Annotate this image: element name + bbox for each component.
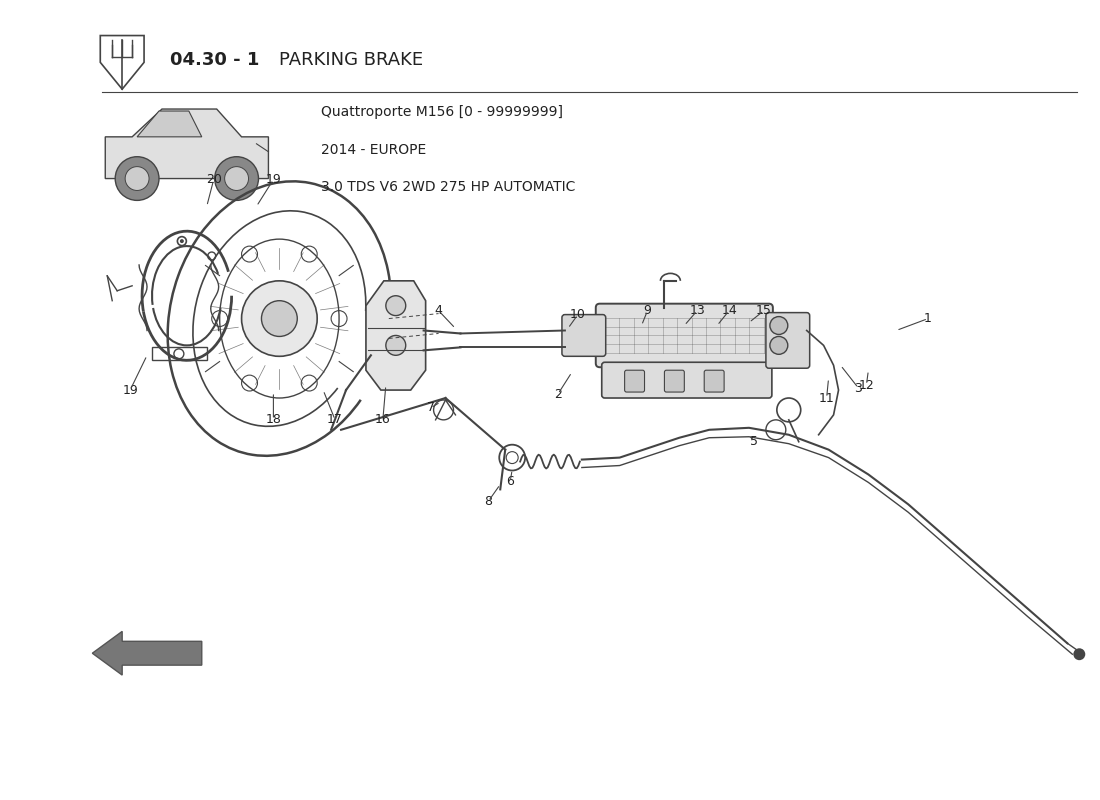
FancyBboxPatch shape [766, 313, 810, 368]
Text: 12: 12 [858, 378, 874, 392]
Text: 14: 14 [722, 304, 737, 317]
Polygon shape [366, 281, 426, 390]
Circle shape [770, 337, 788, 354]
FancyBboxPatch shape [664, 370, 684, 392]
Text: 1: 1 [924, 312, 932, 325]
Circle shape [386, 296, 406, 315]
Text: 6: 6 [506, 475, 514, 488]
Text: 2: 2 [554, 387, 562, 401]
Circle shape [1074, 648, 1086, 660]
Text: 10: 10 [570, 308, 586, 321]
Polygon shape [138, 111, 201, 137]
Text: 4: 4 [434, 304, 442, 317]
Text: 11: 11 [818, 391, 835, 405]
Circle shape [214, 157, 258, 200]
Circle shape [242, 281, 317, 356]
Text: 15: 15 [756, 304, 772, 317]
FancyBboxPatch shape [625, 370, 645, 392]
Text: 19: 19 [265, 173, 282, 186]
Text: 18: 18 [265, 414, 282, 426]
Circle shape [125, 166, 148, 190]
Text: 20: 20 [206, 173, 221, 186]
Text: 7: 7 [427, 402, 434, 414]
Text: 13: 13 [690, 304, 705, 317]
Text: 8: 8 [484, 494, 493, 508]
FancyBboxPatch shape [704, 370, 724, 392]
Text: 3.0 TDS V6 2WD 275 HP AUTOMATIC: 3.0 TDS V6 2WD 275 HP AUTOMATIC [321, 181, 575, 194]
Polygon shape [106, 109, 268, 178]
Text: 2014 - EUROPE: 2014 - EUROPE [321, 142, 427, 157]
Text: 3: 3 [855, 382, 862, 394]
FancyBboxPatch shape [562, 314, 606, 356]
Circle shape [386, 335, 406, 355]
Circle shape [224, 166, 249, 190]
Polygon shape [92, 631, 201, 675]
Text: 16: 16 [375, 414, 390, 426]
FancyBboxPatch shape [602, 362, 772, 398]
Text: 04.30 - 1: 04.30 - 1 [169, 51, 260, 70]
Circle shape [770, 317, 788, 334]
Text: PARKING BRAKE: PARKING BRAKE [279, 51, 424, 70]
Text: 19: 19 [122, 383, 138, 397]
Text: Quattroporte M156 [0 - 99999999]: Quattroporte M156 [0 - 99999999] [321, 105, 563, 119]
Text: 5: 5 [750, 435, 758, 448]
Circle shape [116, 157, 160, 200]
FancyBboxPatch shape [596, 304, 773, 367]
Circle shape [262, 301, 297, 337]
Text: 17: 17 [327, 414, 343, 426]
Text: 9: 9 [644, 304, 651, 317]
Circle shape [180, 239, 184, 243]
